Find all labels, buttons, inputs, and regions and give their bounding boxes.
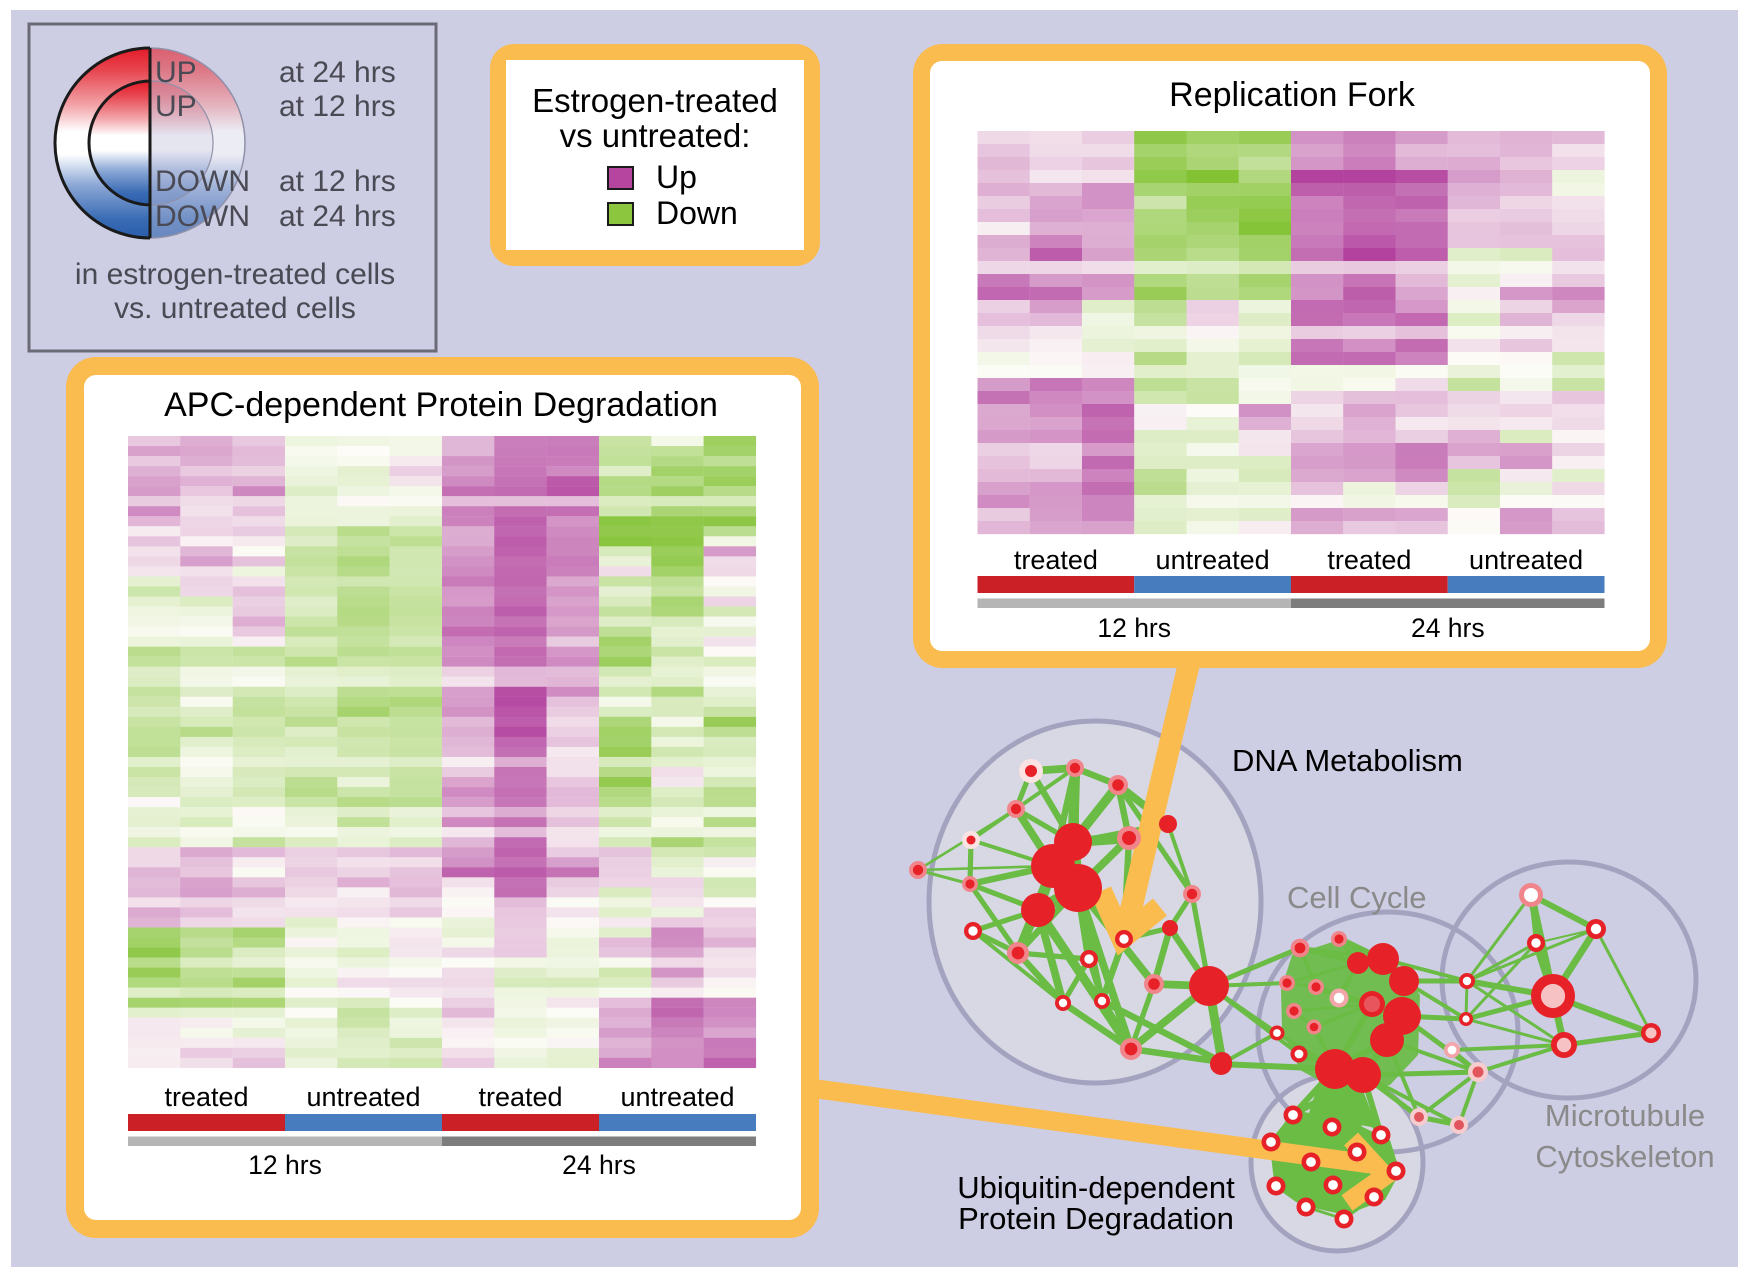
svg-text:Estrogen-treated: Estrogen-treated [532,82,778,119]
svg-text:UP: UP [155,90,197,123]
svg-text:untreated: untreated [1469,545,1583,575]
svg-text:DNA Metabolism: DNA Metabolism [1232,743,1463,778]
svg-text:Down: Down [656,195,738,231]
svg-text:untreated: untreated [1156,545,1270,575]
svg-text:untreated: untreated [620,1082,734,1112]
svg-text:Cytoskeleton: Cytoskeleton [1535,1139,1714,1174]
svg-text:Cell Cycle: Cell Cycle [1287,880,1427,915]
svg-text:treated: treated [1327,545,1411,575]
svg-text:DOWN: DOWN [155,165,250,198]
svg-text:Microtubule: Microtubule [1545,1098,1705,1133]
svg-text:Replication Fork: Replication Fork [1169,76,1416,114]
svg-text:at 24 hrs: at 24 hrs [279,56,396,89]
svg-text:24 hrs: 24 hrs [562,1150,636,1180]
svg-text:in estrogen-treated cells: in estrogen-treated cells [75,258,395,291]
svg-text:untreated: untreated [306,1082,420,1112]
svg-text:at 12 hrs: at 12 hrs [279,165,396,198]
svg-text:treated: treated [478,1082,562,1112]
svg-text:Ubiquitin-dependent: Ubiquitin-dependent [957,1170,1235,1205]
svg-text:APC-dependent Protein Degradat: APC-dependent Protein Degradation [164,386,718,424]
svg-text:Up: Up [656,159,697,195]
svg-text:at 24 hrs: at 24 hrs [279,200,396,233]
svg-text:Protein Degradation: Protein Degradation [958,1201,1234,1236]
svg-text:treated: treated [1014,545,1098,575]
svg-text:UP: UP [155,56,197,89]
svg-text:treated: treated [164,1082,248,1112]
svg-text:vs. untreated cells: vs. untreated cells [114,292,356,325]
svg-text:vs untreated:: vs untreated: [560,117,751,154]
svg-text:DOWN: DOWN [155,200,250,233]
svg-text:12 hrs: 12 hrs [248,1150,322,1180]
svg-text:12 hrs: 12 hrs [1097,613,1171,643]
svg-text:at 12 hrs: at 12 hrs [279,90,396,123]
svg-text:24 hrs: 24 hrs [1411,613,1485,643]
